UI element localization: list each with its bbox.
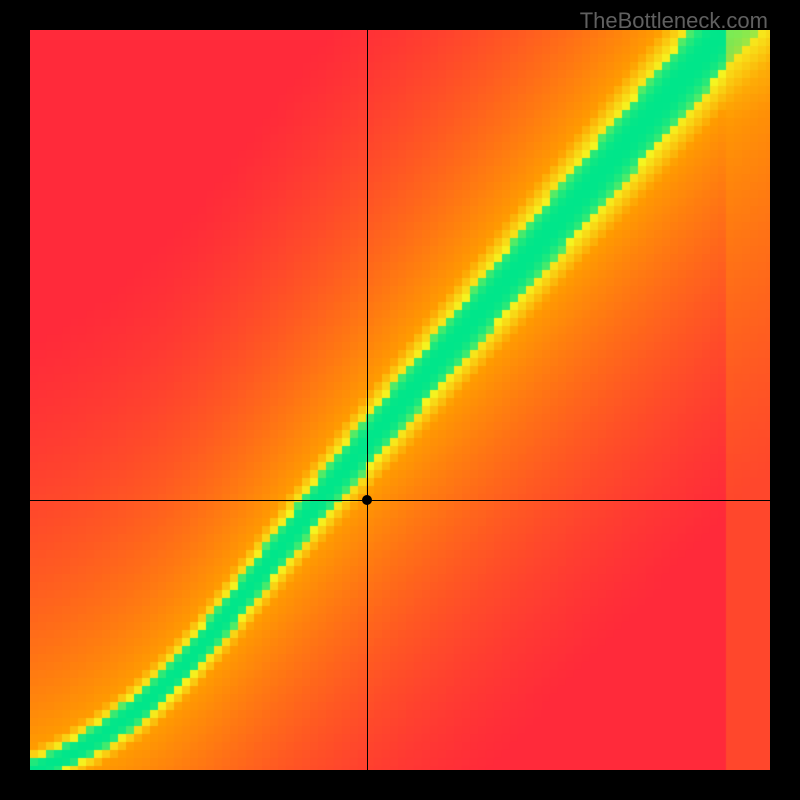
heatmap-chart [30,30,770,770]
heatmap-canvas [30,30,770,770]
crosshair-marker [362,495,372,505]
crosshair-vertical [367,30,368,770]
crosshair-horizontal [30,500,770,501]
watermark-text: TheBottleneck.com [580,8,768,34]
